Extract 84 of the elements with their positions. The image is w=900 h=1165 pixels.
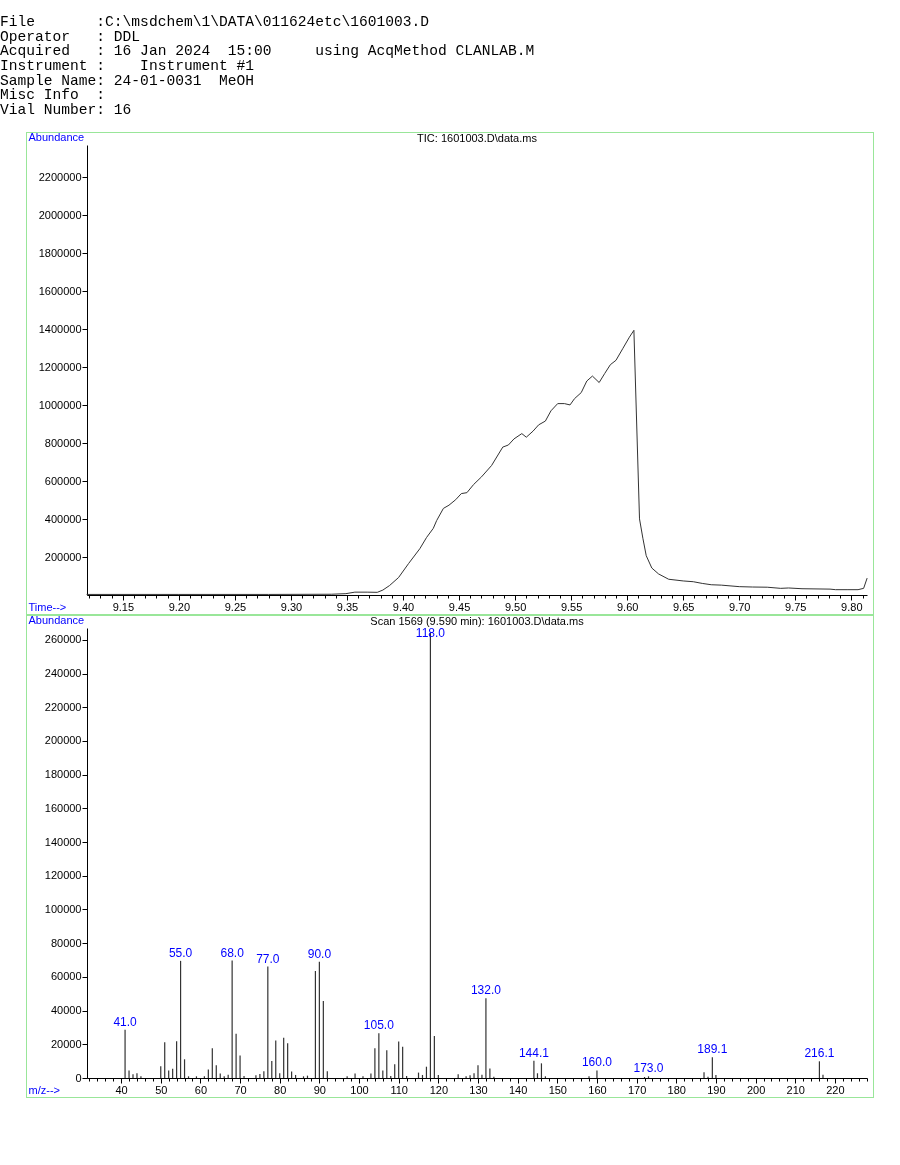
y-tick-label: 100000 [44,902,82,915]
y-tick-label: 1000000 [38,398,82,411]
annotation: 68.0 [220,945,245,960]
y-tick-label: 400000 [44,512,82,525]
y-tick-label: 2200000 [38,170,82,183]
x-axis-title: Time--> [28,600,67,613]
annotation: 144.1 [518,1045,550,1060]
x-tick-label: 9.30 [280,600,303,613]
x-tick-label: 150 [548,1083,567,1096]
x-tick-label: 80 [274,1083,287,1096]
y-axis-title: Abundance [28,130,85,143]
x-tick-label: 190 [707,1083,726,1096]
chart-title: TIC: 1601003.D\data.ms [417,132,538,144]
annotation: 90.0 [307,946,332,961]
x-tick-label: 9.20 [168,600,191,613]
y-tick-label: 160000 [44,801,82,814]
y-tick-label: 40000 [50,1004,82,1017]
x-tick-label: 100 [350,1083,369,1096]
x-tick-label: 9.80 [841,600,863,613]
y-axis-title: Abundance [28,613,85,626]
text: File :C:\msdchem\1\DATA\011624etc\1601003.D [0,14,431,30]
x-tick-label: 9.25 [224,600,247,613]
x-tick-label: 9.75 [785,600,807,613]
annotation: 118.0 [415,626,446,640]
y-tick-label: 260000 [44,633,82,646]
annotation: 55.0 [168,945,193,960]
y-tick-label: 800000 [44,436,82,449]
x-tick-label: 180 [667,1083,686,1096]
x-tick-label: 9.40 [392,600,415,613]
y-tick-label: 200000 [44,734,82,747]
x-axis-title: m/z--> [28,1083,60,1096]
x-tick-label: 9.65 [673,600,695,613]
y-tick-label: 1200000 [38,360,82,373]
x-tick-label: 9.15 [112,600,135,613]
x-tick-label: 70 [234,1083,247,1096]
y-tick-label: 60000 [50,970,82,983]
x-tick-label: 120 [429,1083,449,1096]
x-tick-label: 130 [469,1083,488,1096]
x-tick-label: 9.60 [616,600,639,613]
x-tick-label: 9.55 [560,600,583,613]
y-tick-label: 2000000 [38,208,82,221]
x-tick-label: 220 [826,1083,845,1096]
y-tick-label: 180000 [44,768,82,781]
text: Acquired : 16 Jan 2024 15:00 using AcqMethod CLANLAB.M [0,43,535,60]
y-tick-label: 120000 [44,869,82,882]
x-tick-label: 110 [390,1083,408,1096]
y-tick-label: 220000 [44,700,82,713]
x-tick-label: 9.45 [448,600,471,613]
x-tick-label: 9.35 [336,600,359,613]
y-tick-label: 200000 [44,550,82,563]
annotation: 160.0 [581,1055,613,1070]
y-tick-label: 1400000 [38,322,82,335]
x-tick-label: 40 [115,1083,128,1096]
annotation: 105.0 [363,1018,395,1033]
x-tick-label: 210 [786,1083,805,1096]
annotation: 77.0 [256,951,280,966]
x-tick-label: 90 [313,1083,326,1096]
x-tick-label: 60 [194,1083,208,1096]
text: Misc Info : [0,87,107,104]
y-tick-label: 1600000 [38,284,82,297]
annotation: 132.0 [470,983,502,998]
text: Vial Number: 16 [0,102,133,119]
annotation: 41.0 [113,1014,138,1029]
y-tick-label: 80000 [50,936,82,949]
y-tick-label: 1800000 [38,246,82,259]
annotation: 216.1 [804,1046,835,1061]
x-tick-label: 9.50 [504,600,527,613]
y-tick-label: 140000 [44,835,82,848]
y-tick-label: 240000 [44,667,82,680]
x-tick-label: 9.70 [729,600,751,613]
x-tick-label: 50 [155,1083,168,1096]
text: Instrument : Instrument #1 [0,58,255,74]
y-tick-label: 20000 [50,1037,82,1050]
x-tick-label: 200 [746,1083,766,1096]
x-tick-label: 160 [588,1083,607,1096]
annotation: 173.0 [633,1061,664,1076]
annotation: 189.1 [697,1042,728,1057]
text: Sample Name: 24-01-0031 MeOH [0,72,255,89]
chart-title: Scan 1569 (9.590 min): 1601003.D\data.ms [370,615,585,627]
y-tick-label: 0 [75,1071,82,1084]
text: Operator : DDL [0,28,142,45]
x-tick-label: 170 [627,1083,647,1096]
x-tick-label: 140 [508,1083,528,1096]
y-tick-label: 600000 [44,474,82,487]
